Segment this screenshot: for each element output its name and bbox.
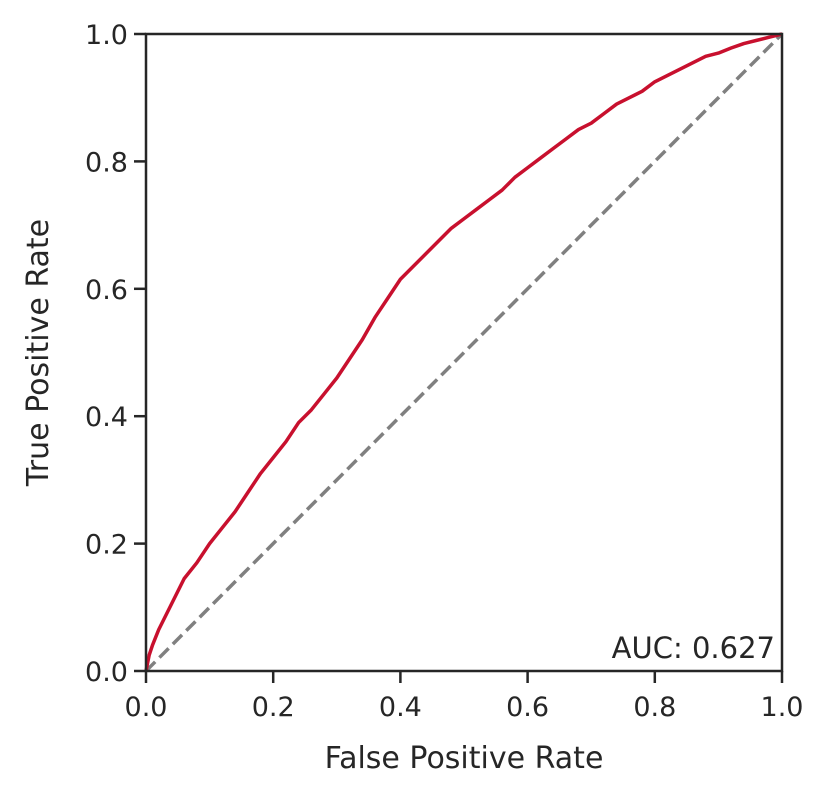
x-tick-label: 0.2 [252,692,295,723]
x-tick-label: 0.0 [125,692,168,723]
x-tick-label: 1.0 [761,692,804,723]
y-tick-label: 0.2 [85,530,128,561]
y-tick-label: 0.8 [85,147,128,178]
x-tick-label: 0.8 [633,692,676,723]
x-axis-ticks: 0.0 0.2 0.4 0.6 0.8 1.0 [125,671,804,723]
y-axis-label: True Positive Rate [21,219,56,487]
x-tick-label: 0.6 [506,692,549,723]
y-tick-label: 0.0 [85,657,128,688]
y-tick-label: 0.4 [85,402,128,433]
y-tick-label: 1.0 [85,20,128,51]
roc-curve-line [144,32,783,672]
y-axis-ticks: 0.0 0.2 0.4 0.6 0.8 1.0 [85,20,146,688]
series-layer [144,32,784,673]
x-tick-label: 0.4 [379,692,422,723]
chance-diagonal-line [144,32,784,673]
plot-frame [144,32,784,673]
auc-annotation: AUC: 0.627 [612,631,775,665]
x-axis-label: False Positive Rate [325,741,604,776]
y-tick-label: 0.6 [85,275,128,306]
